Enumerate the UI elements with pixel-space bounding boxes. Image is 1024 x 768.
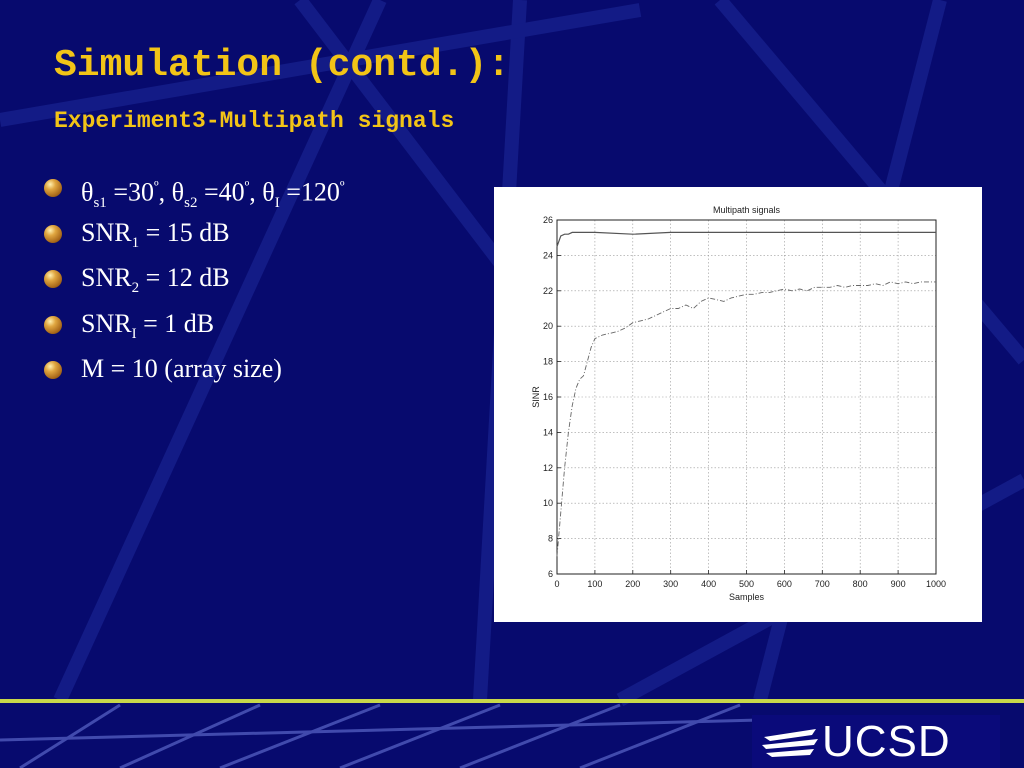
bullet-angles: θs1 =30º, θs2 =40º, θI =120º xyxy=(44,170,345,216)
snr-value: = 12 dB xyxy=(139,263,230,292)
degree-symbol: º xyxy=(153,179,159,195)
theta-symbol: θ xyxy=(171,177,185,207)
snr-subscript: I xyxy=(131,325,137,342)
y-tick-label: 8 xyxy=(548,534,553,544)
y-tick-label: 12 xyxy=(543,463,553,473)
logo-text: UCSD xyxy=(822,717,951,766)
bullet-sphere-icon xyxy=(44,224,62,243)
bullet-snri: SNRI = 1 dB xyxy=(44,307,345,353)
x-tick-label: 600 xyxy=(777,579,792,589)
theta-symbol: θ xyxy=(81,177,94,207)
degree-symbol: º xyxy=(244,179,250,195)
y-tick-label: 20 xyxy=(543,321,553,331)
chart-panel: 0 100 200 300 400 500 600 700 800 900 1000 6 8 10 12 14… xyxy=(494,187,982,622)
slide-title: Simulation (contd.): xyxy=(54,44,511,87)
y-tick-label: 6 xyxy=(548,569,553,579)
snr-value: = 15 dB xyxy=(139,217,230,247)
i-value: =120 xyxy=(279,177,340,207)
snr-value: = 1 dB xyxy=(136,308,215,338)
x-tick-label: 0 xyxy=(554,579,559,589)
x-tick-label: 500 xyxy=(739,579,754,589)
ucsd-logo: UCSD xyxy=(752,715,1000,768)
y-tick-label: 24 xyxy=(543,250,553,260)
x-tick-label: 200 xyxy=(625,579,640,589)
series-line-2 xyxy=(556,281,936,557)
s2-subscript: s2 xyxy=(184,194,198,211)
x-tick-label: 800 xyxy=(853,579,868,589)
snr-prefix: SNR xyxy=(81,308,132,338)
trident-waves-icon xyxy=(762,729,818,757)
sinr-line-chart: 0 100 200 300 400 500 600 700 800 900 1000 6 8 10 12 14… xyxy=(531,205,946,602)
y-tick-label: 18 xyxy=(543,357,553,367)
x-tick-label: 400 xyxy=(701,579,716,589)
x-tick-label: 1000 xyxy=(926,579,946,589)
bullet-array-size: M = 10 (array size) xyxy=(44,352,345,398)
slide-subtitle: Experiment3-Multipath signals xyxy=(54,108,455,134)
snr-prefix: SNR xyxy=(81,217,132,247)
array-size-text: M = 10 (array size) xyxy=(81,354,282,383)
y-axis-label: SINR xyxy=(531,386,541,408)
snr-subscript: 1 xyxy=(131,234,140,251)
y-tick-label: 22 xyxy=(543,286,553,296)
series-line-1 xyxy=(556,231,936,247)
chart-title: Multipath signals xyxy=(713,205,781,215)
s1-value: =30 xyxy=(106,177,154,207)
x-axis-label: Samples xyxy=(729,592,765,602)
bullet-snr1: SNR1 = 15 dB xyxy=(44,216,345,262)
bullet-sphere-icon xyxy=(44,270,62,288)
y-tick-label: 10 xyxy=(543,498,553,508)
s1-subscript: s1 xyxy=(93,194,107,211)
y-tick-label: 14 xyxy=(543,427,553,437)
y-tick-label: 16 xyxy=(543,392,553,402)
bullet-sphere-icon xyxy=(44,179,62,197)
s2-value: =40 xyxy=(197,177,245,207)
i-subscript: I xyxy=(274,194,280,211)
snr-prefix: SNR xyxy=(81,263,132,292)
snr-subscript: 2 xyxy=(131,280,140,297)
x-tick-label: 700 xyxy=(815,579,830,589)
degree-symbol: º xyxy=(339,179,345,195)
bullet-snr2: SNR2 = 12 dB xyxy=(44,261,345,307)
bullet-sphere-icon xyxy=(44,315,62,334)
bullet-sphere-icon xyxy=(44,361,62,379)
x-tick-label: 900 xyxy=(891,579,906,589)
y-tick-label: 26 xyxy=(543,215,553,225)
x-tick-label: 100 xyxy=(587,579,602,589)
x-tick-label: 300 xyxy=(663,579,678,589)
theta-symbol: θ xyxy=(262,177,275,207)
parameter-list: θs1 =30º, θs2 =40º, θI =120º SNR1 = 15 d… xyxy=(44,170,345,398)
